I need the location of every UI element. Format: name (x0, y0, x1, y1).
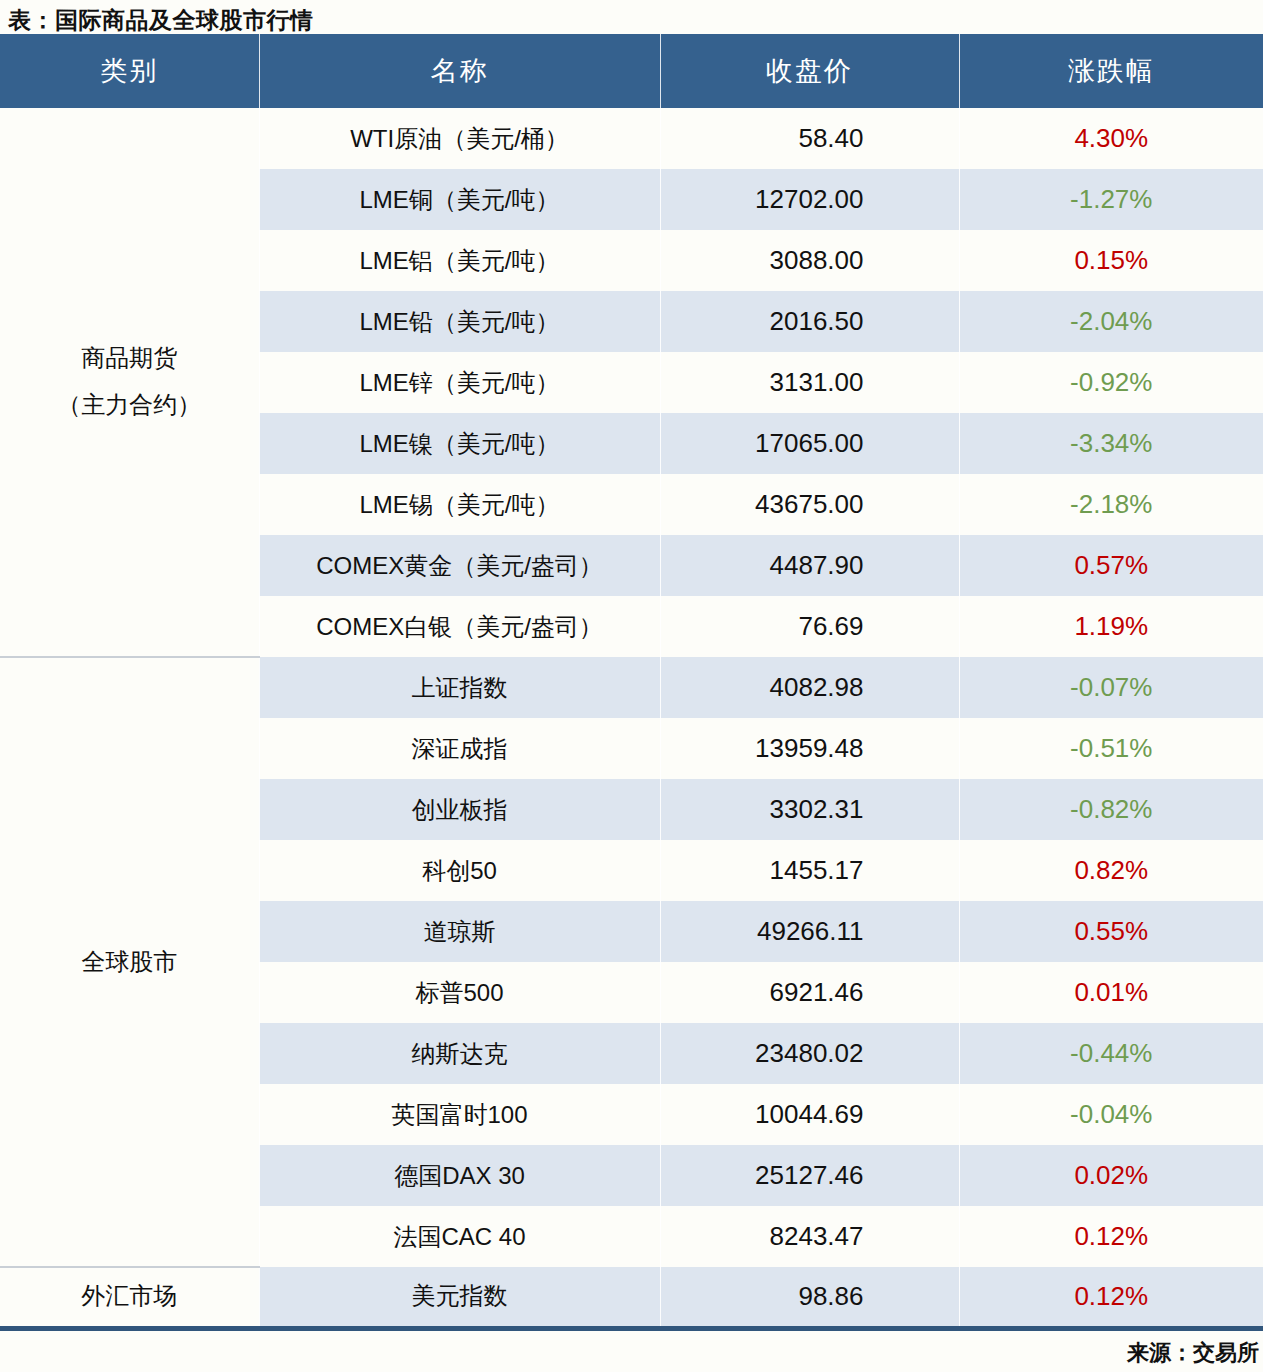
category-label-line: （主力合约） (1, 382, 258, 429)
close-price: 23480.02 (660, 1023, 959, 1084)
change-percent: 0.82% (959, 840, 1263, 901)
change-percent: -0.04% (959, 1084, 1263, 1145)
category-label-line: 外汇市场 (1, 1273, 258, 1320)
instrument-name: 美元指数 (259, 1267, 660, 1328)
instrument-name: 道琼斯 (259, 901, 660, 962)
close-price: 4487.90 (660, 535, 959, 596)
close-price: 76.69 (660, 596, 959, 657)
close-price: 58.40 (660, 108, 959, 169)
instrument-name: LME镍（美元/吨） (259, 413, 660, 474)
change-percent: 0.12% (959, 1267, 1263, 1328)
change-percent: 0.55% (959, 901, 1263, 962)
col-header-change: 涨跌幅 (959, 34, 1263, 108)
instrument-name: COMEX黄金（美元/盎司） (259, 535, 660, 596)
header-row: 类别 名称 收盘价 涨跌幅 (0, 34, 1263, 108)
change-percent: 0.01% (959, 962, 1263, 1023)
close-price: 2016.50 (660, 291, 959, 352)
change-percent: 4.30% (959, 108, 1263, 169)
instrument-name: LME锡（美元/吨） (259, 474, 660, 535)
close-price: 10044.69 (660, 1084, 959, 1145)
instrument-name: 英国富时100 (259, 1084, 660, 1145)
table-row: 商品期货（主力合约）WTI原油（美元/桶）58.404.30% (0, 108, 1263, 169)
close-price: 3302.31 (660, 779, 959, 840)
instrument-name: COMEX白银（美元/盎司） (259, 596, 660, 657)
close-price: 49266.11 (660, 901, 959, 962)
instrument-name: 深证成指 (259, 718, 660, 779)
instrument-name: 标普500 (259, 962, 660, 1023)
instrument-name: 上证指数 (259, 657, 660, 718)
instrument-name: 科创50 (259, 840, 660, 901)
change-percent: -2.18% (959, 474, 1263, 535)
category-cell: 全球股市 (0, 657, 259, 1267)
change-percent: 0.57% (959, 535, 1263, 596)
change-percent: -0.51% (959, 718, 1263, 779)
change-percent: -2.04% (959, 291, 1263, 352)
instrument-name: 创业板指 (259, 779, 660, 840)
close-price: 8243.47 (660, 1206, 959, 1267)
category-cell: 外汇市场 (0, 1267, 259, 1328)
close-price: 17065.00 (660, 413, 959, 474)
instrument-name: 德国DAX 30 (259, 1145, 660, 1206)
instrument-name: LME铜（美元/吨） (259, 169, 660, 230)
instrument-name: 法国CAC 40 (259, 1206, 660, 1267)
category-label-line: 商品期货 (1, 335, 258, 382)
source-note: 来源：交易所 (0, 1331, 1263, 1368)
instrument-name: LME铝（美元/吨） (259, 230, 660, 291)
category-cell: 商品期货（主力合约） (0, 108, 259, 657)
page-title: 表：国际商品及全球股市行情 (0, 0, 1263, 34)
close-price: 3088.00 (660, 230, 959, 291)
col-header-category: 类别 (0, 34, 259, 108)
close-price: 6921.46 (660, 962, 959, 1023)
close-price: 4082.98 (660, 657, 959, 718)
close-price: 13959.48 (660, 718, 959, 779)
change-percent: 0.02% (959, 1145, 1263, 1206)
close-price: 98.86 (660, 1267, 959, 1328)
instrument-name: LME铅（美元/吨） (259, 291, 660, 352)
category-label-line: 全球股市 (1, 939, 258, 986)
table-row: 全球股市上证指数4082.98-0.07% (0, 657, 1263, 718)
instrument-name: LME锌（美元/吨） (259, 352, 660, 413)
close-price: 1455.17 (660, 840, 959, 901)
instrument-name: WTI原油（美元/桶） (259, 108, 660, 169)
change-percent: -0.92% (959, 352, 1263, 413)
change-percent: -0.07% (959, 657, 1263, 718)
change-percent: 0.12% (959, 1206, 1263, 1267)
market-table: 类别 名称 收盘价 涨跌幅 商品期货（主力合约）WTI原油（美元/桶）58.40… (0, 34, 1263, 1331)
change-percent: 0.15% (959, 230, 1263, 291)
col-header-close: 收盘价 (660, 34, 959, 108)
close-price: 3131.00 (660, 352, 959, 413)
change-percent: -0.82% (959, 779, 1263, 840)
change-percent: 1.19% (959, 596, 1263, 657)
close-price: 25127.46 (660, 1145, 959, 1206)
col-header-name: 名称 (259, 34, 660, 108)
change-percent: -1.27% (959, 169, 1263, 230)
change-percent: -3.34% (959, 413, 1263, 474)
instrument-name: 纳斯达克 (259, 1023, 660, 1084)
table-row: 外汇市场美元指数98.860.12% (0, 1267, 1263, 1328)
change-percent: -0.44% (959, 1023, 1263, 1084)
close-price: 43675.00 (660, 474, 959, 535)
table-body: 商品期货（主力合约）WTI原油（美元/桶）58.404.30%LME铜（美元/吨… (0, 108, 1263, 1328)
close-price: 12702.00 (660, 169, 959, 230)
